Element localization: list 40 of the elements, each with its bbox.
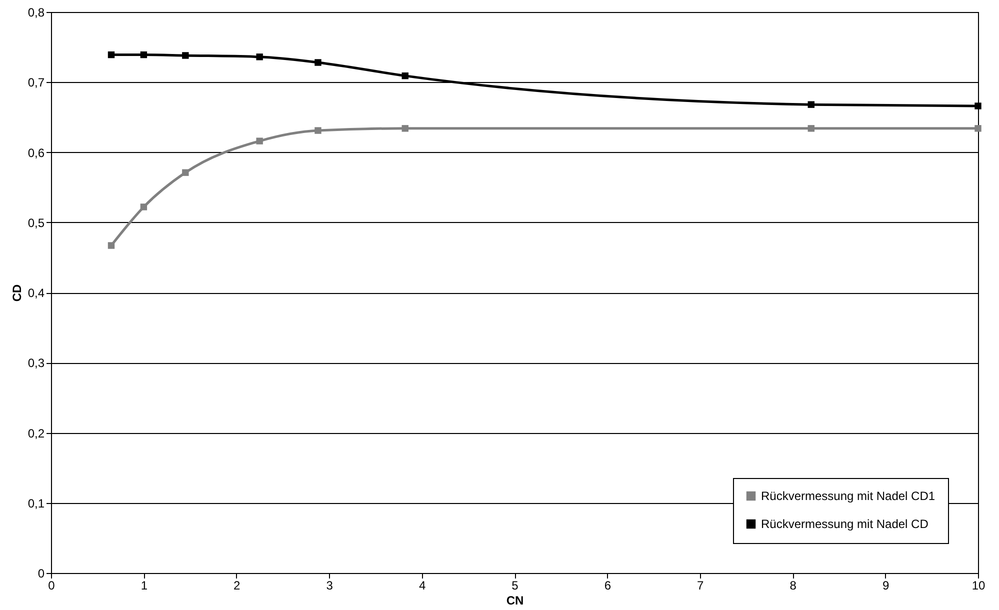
y-tick-label: 0,8 — [28, 6, 45, 20]
x-tick-label: 10 — [972, 578, 986, 592]
legend-label: Rückvermessung mit Nadel CD1 — [761, 489, 936, 503]
x-tick-label: 0 — [48, 578, 56, 592]
point — [974, 102, 982, 110]
point — [182, 169, 189, 176]
y-tick-label: 0,1 — [28, 496, 45, 510]
point — [182, 52, 189, 59]
point — [256, 54, 263, 60]
point — [108, 242, 115, 249]
x-tick-label: 2 — [234, 578, 241, 592]
x-tick-label: 6 — [604, 578, 612, 592]
point — [808, 125, 814, 132]
y-tick-label: 0,5 — [28, 216, 45, 230]
legend-label: Rückvermessung mit Nadel CD — [761, 517, 929, 531]
y-tick-label: 0,3 — [28, 356, 45, 370]
x-tick-label: 5 — [512, 578, 519, 592]
y-tick-label: 0 — [38, 566, 45, 580]
x-tick-label: 9 — [882, 578, 890, 592]
point — [314, 127, 322, 134]
x-tick-label: 3 — [326, 578, 334, 592]
x-tick-label: 4 — [418, 578, 426, 592]
point — [140, 51, 148, 58]
point — [256, 138, 263, 144]
point — [108, 51, 115, 58]
x-tick-label: 8 — [790, 578, 797, 592]
point — [140, 204, 148, 210]
y-axis-title: CD — [10, 284, 24, 302]
point — [314, 59, 322, 66]
y-tick-label: 0,4 — [28, 286, 45, 300]
y-tick-label: 0,6 — [28, 146, 45, 160]
x-axis-title: CN — [506, 594, 524, 608]
point — [402, 72, 408, 80]
x-tick-label: 7 — [697, 578, 704, 592]
y-tick-label: 0,7 — [28, 76, 45, 90]
point — [974, 125, 982, 132]
y-tick-label: 0,2 — [28, 426, 45, 440]
point — [402, 125, 408, 132]
point — [808, 101, 814, 108]
x-tick-label: 1 — [140, 578, 148, 592]
